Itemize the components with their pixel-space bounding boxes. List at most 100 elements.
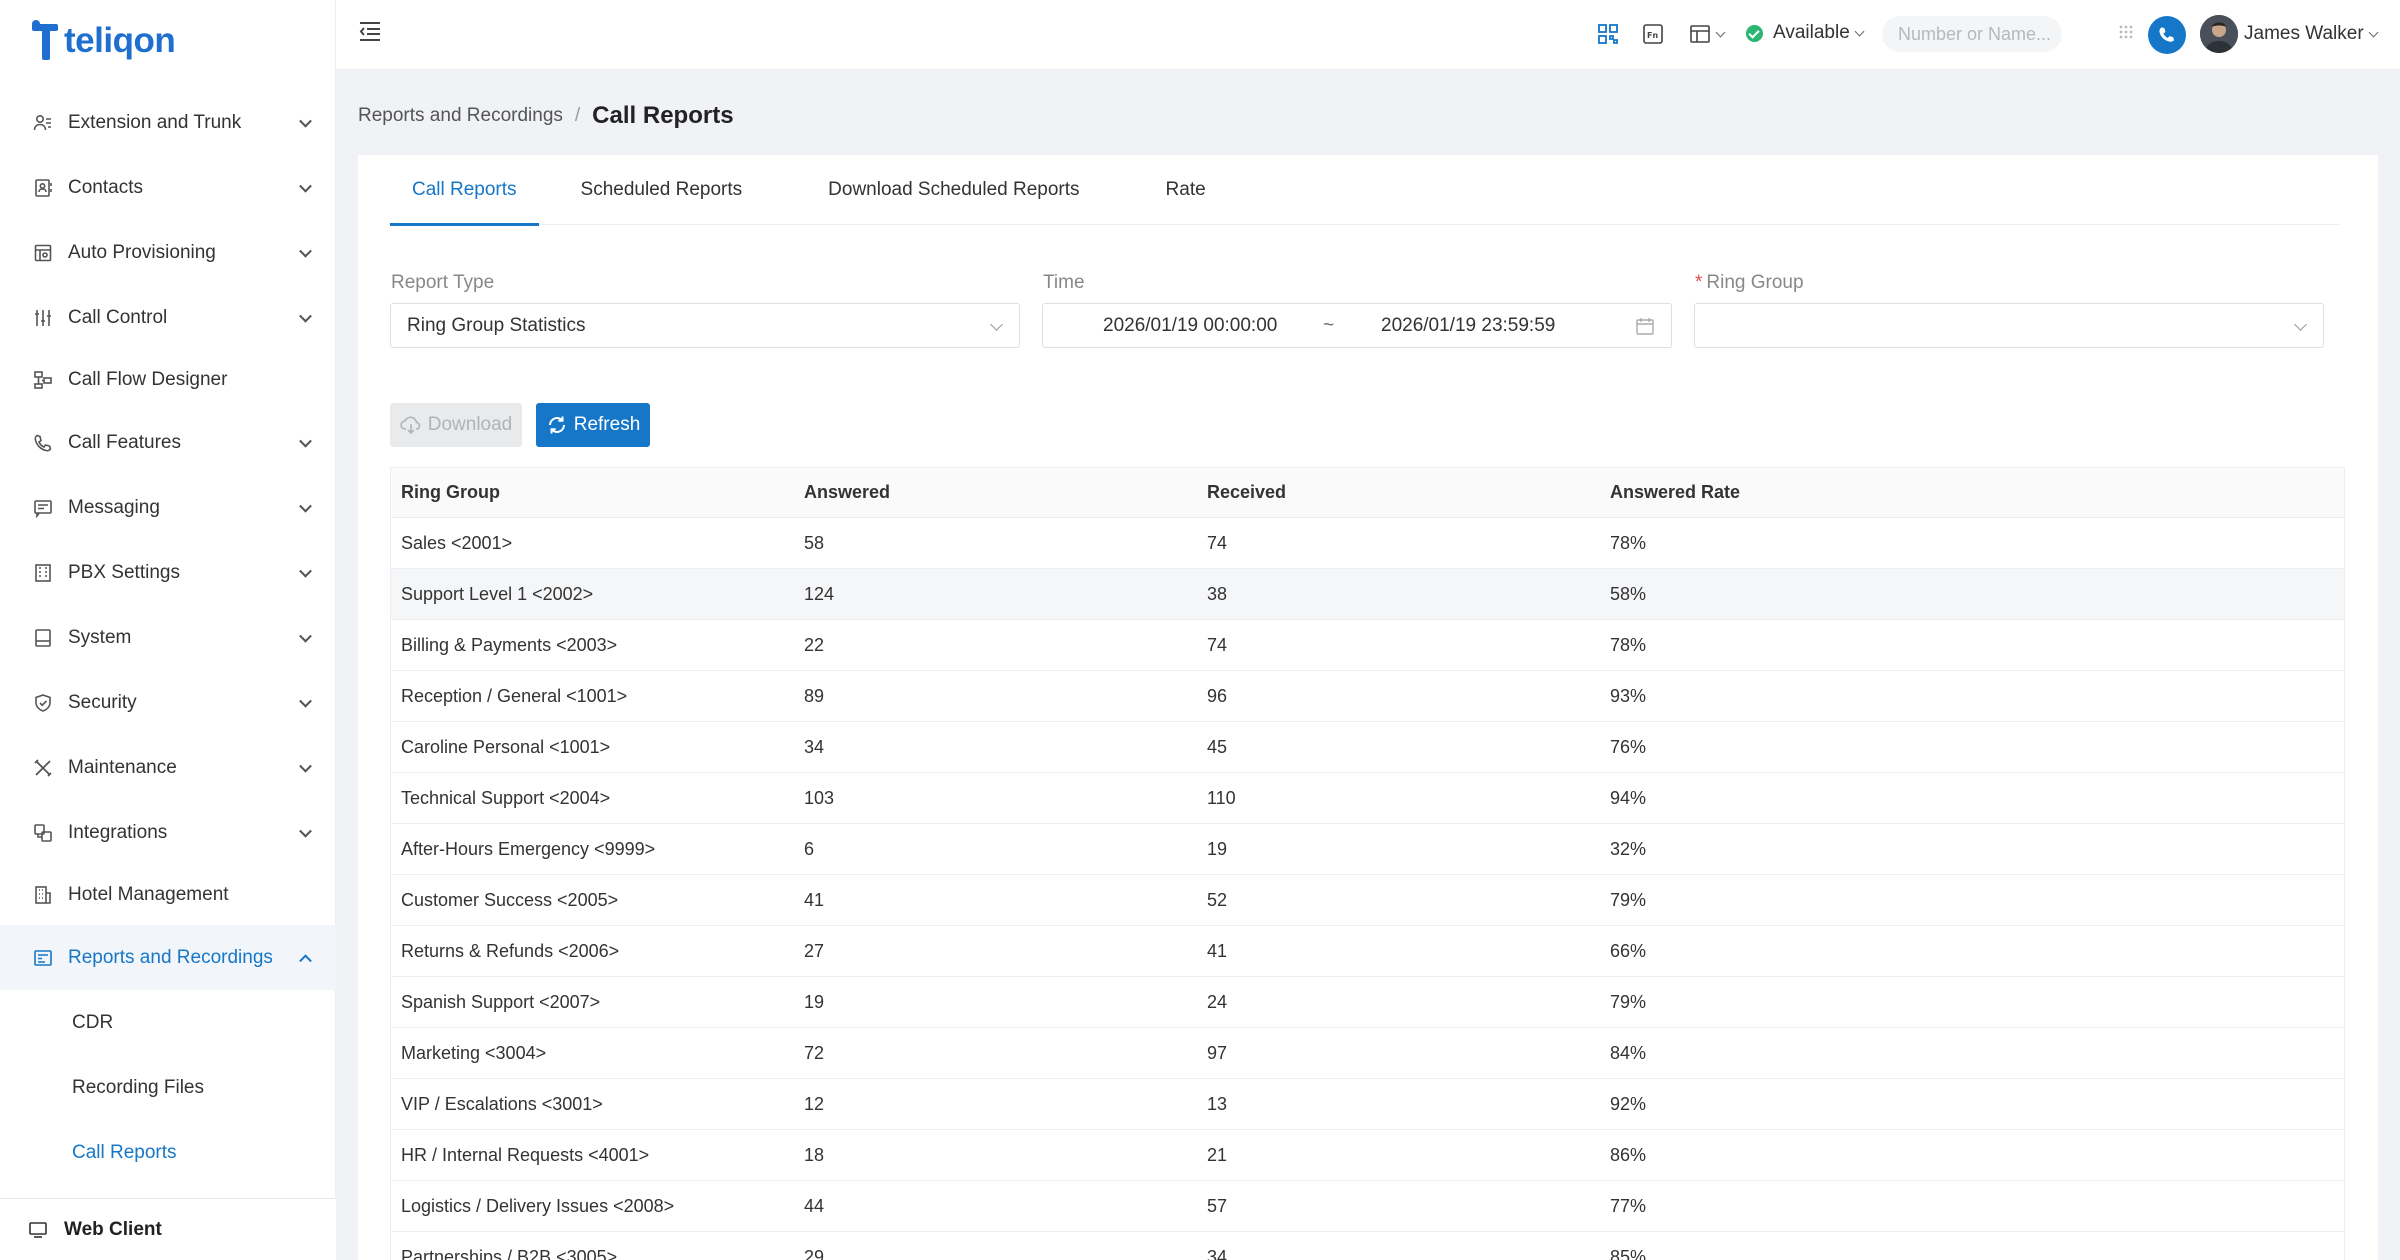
contacts-book-icon bbox=[32, 177, 54, 199]
breadcrumb-parent[interactable]: Reports and Recordings bbox=[358, 105, 563, 126]
call-button[interactable] bbox=[2148, 16, 2186, 54]
sidebar-subitem-recording-files[interactable]: Recording Files bbox=[72, 1076, 204, 1098]
time-start[interactable]: 2026/01/19 00:00:00 bbox=[1103, 314, 1278, 336]
dialpad-icon[interactable] bbox=[2118, 24, 2134, 40]
sidebar: teliqon Extension and Trunk Contacts Aut… bbox=[0, 0, 336, 1260]
status-selector[interactable]: Available bbox=[1746, 22, 1865, 44]
calendar-icon bbox=[1635, 316, 1655, 342]
logo-mark-icon bbox=[32, 20, 58, 60]
sidebar-item-call-flow-designer[interactable]: Call Flow Designer bbox=[0, 350, 336, 410]
sidebar-item-label: Auto Provisioning bbox=[68, 241, 216, 263]
sidebar-item-pbx-settings[interactable]: PBX Settings bbox=[0, 540, 336, 605]
refresh-label: Refresh bbox=[573, 414, 641, 435]
sidebar-menu: Extension and Trunk Contacts Auto Provis… bbox=[0, 90, 336, 1225]
table-cell: 45 bbox=[1207, 736, 1228, 757]
table-cell: 6 bbox=[804, 838, 815, 859]
sidebar-item-label: Maintenance bbox=[68, 756, 177, 778]
brand-logo[interactable]: teliqon bbox=[30, 18, 176, 64]
user-menu[interactable]: James Walker bbox=[2244, 23, 2379, 45]
tab-rate[interactable]: Rate bbox=[1165, 179, 1206, 200]
tab-call-reports[interactable]: Call Reports bbox=[390, 155, 539, 226]
function-key-icon[interactable]: Fn bbox=[1641, 22, 1665, 46]
sidebar-item-reports-and-recordings[interactable]: Reports and Recordings bbox=[0, 925, 336, 990]
table-row[interactable]: Logistics / Delivery Issues <2008> 44 57 77… bbox=[391, 1181, 2344, 1232]
hotel-icon bbox=[32, 884, 54, 906]
dial-search-input[interactable] bbox=[1898, 23, 2068, 45]
table-row[interactable]: After-Hours Emergency <9999> 6 19 32% bbox=[391, 824, 2344, 875]
web-client-label: Web Client bbox=[64, 1218, 162, 1240]
refresh-button[interactable]: Refresh bbox=[536, 403, 650, 447]
table-cell: 72 bbox=[804, 1042, 825, 1063]
table-cell: 52 bbox=[1207, 889, 1228, 910]
table-row[interactable]: Customer Success <2005> 41 52 79% bbox=[391, 875, 2344, 926]
column-header[interactable]: Answered bbox=[804, 482, 891, 502]
sidebar-item-hotel-management[interactable]: Hotel Management bbox=[0, 865, 336, 925]
sidebar-item-label: Security bbox=[68, 691, 137, 713]
time-separator: ~ bbox=[1323, 314, 1335, 336]
ring-group-select[interactable] bbox=[1694, 303, 2324, 348]
message-icon bbox=[32, 497, 54, 519]
sidebar-item-maintenance[interactable]: Maintenance bbox=[0, 735, 336, 800]
report-type-value: Ring Group Statistics bbox=[407, 314, 586, 336]
table-cell: Marketing <3004> bbox=[401, 1042, 547, 1063]
column-header[interactable]: Answered Rate bbox=[1610, 482, 1741, 502]
table-cell: 76% bbox=[1610, 736, 1647, 757]
table-row[interactable]: Technical Support <2004> 103 110 94% bbox=[391, 773, 2344, 824]
table-row[interactable]: Partnerships / B2B <3005> 29 34 85% bbox=[391, 1232, 2344, 1260]
column-header[interactable]: Received bbox=[1207, 482, 1287, 502]
sidebar-item-messaging[interactable]: Messaging bbox=[0, 475, 336, 540]
sidebar-item-contacts[interactable]: Contacts bbox=[0, 155, 336, 220]
table-cell: 34 bbox=[804, 736, 825, 757]
qr-code-icon[interactable] bbox=[1596, 22, 1620, 46]
chevron-up-icon bbox=[299, 953, 312, 967]
layout-menu-icon[interactable] bbox=[1684, 22, 1728, 46]
chevron-down-icon bbox=[299, 244, 312, 258]
sidebar-item-call-features[interactable]: Call Features bbox=[0, 410, 336, 475]
sidebar-subitem-call-reports[interactable]: Call Reports bbox=[72, 1141, 177, 1163]
chevron-down-icon bbox=[299, 499, 312, 513]
table-cell: After-Hours Emergency <9999> bbox=[401, 838, 656, 859]
table-row[interactable]: Spanish Support <2007> 19 24 79% bbox=[391, 977, 2344, 1028]
table-cell: Partnerships / B2B <3005> bbox=[401, 1246, 618, 1260]
chevron-down-icon bbox=[299, 694, 312, 708]
main-panel: Call Reports Scheduled Reports Download … bbox=[358, 155, 2378, 1260]
sidebar-item-extension-and-trunk[interactable]: Extension and Trunk bbox=[0, 90, 336, 155]
dial-search bbox=[1882, 16, 2068, 52]
download-button[interactable]: Download bbox=[390, 403, 522, 447]
table-row[interactable]: Caroline Personal <1001> 34 45 76% bbox=[391, 722, 2344, 773]
collapse-menu-icon[interactable] bbox=[358, 20, 382, 42]
table-row[interactable]: Returns & Refunds <2006> 27 41 66% bbox=[391, 926, 2344, 977]
avatar[interactable] bbox=[2200, 15, 2238, 53]
report-type-select[interactable]: Ring Group Statistics bbox=[390, 303, 1020, 348]
sidebar-item-security[interactable]: Security bbox=[0, 670, 336, 735]
tab-download-scheduled-reports[interactable]: Download Scheduled Reports bbox=[828, 179, 1080, 200]
column-header[interactable]: Ring Group bbox=[401, 482, 500, 502]
user-list-icon bbox=[32, 112, 54, 134]
table-row[interactable]: Reception / General <1001> 89 96 93% bbox=[391, 671, 2344, 722]
time-range-picker[interactable]: 2026/01/19 00:00:00 ~ 2026/01/19 23:59:5… bbox=[1042, 303, 1672, 348]
sidebar-item-call-control[interactable]: Call Control bbox=[0, 285, 336, 350]
web-client-button[interactable]: Web Client bbox=[0, 1198, 336, 1260]
table-row[interactable]: Marketing <3004> 72 97 84% bbox=[391, 1028, 2344, 1079]
tab-scheduled-reports[interactable]: Scheduled Reports bbox=[580, 179, 743, 200]
sidebar-item-integrations[interactable]: Integrations bbox=[0, 800, 336, 865]
table-cell: 19 bbox=[804, 991, 825, 1012]
sidebar-item-auto-provisioning[interactable]: Auto Provisioning bbox=[0, 220, 336, 285]
table-row[interactable]: VIP / Escalations <3001> 12 13 92% bbox=[391, 1079, 2344, 1130]
sliders-icon bbox=[32, 307, 54, 329]
table-cell: 78% bbox=[1610, 532, 1647, 553]
time-end[interactable]: 2026/01/19 23:59:59 bbox=[1381, 314, 1556, 336]
table-cell: 12 bbox=[804, 1093, 825, 1114]
sidebar-item-label: Integrations bbox=[68, 821, 168, 843]
chevron-down-icon bbox=[2368, 27, 2379, 37]
shield-icon bbox=[32, 692, 54, 714]
sidebar-item-system[interactable]: System bbox=[0, 605, 336, 670]
table-row[interactable]: Billing & Payments <2003> 22 74 78% bbox=[391, 620, 2344, 671]
table-row[interactable]: Sales <2001> 58 74 78% bbox=[391, 518, 2344, 569]
sidebar-item-label: Call Control bbox=[68, 306, 168, 328]
table-row[interactable]: Support Level 1 <2002> 124 38 58% bbox=[391, 569, 2344, 620]
monitor-icon bbox=[32, 627, 54, 649]
sidebar-item-label: Reports and Recordings bbox=[68, 946, 273, 968]
sidebar-subitem-cdr[interactable]: CDR bbox=[72, 1011, 114, 1033]
table-row[interactable]: HR / Internal Requests <4001> 18 21 86% bbox=[391, 1130, 2344, 1181]
